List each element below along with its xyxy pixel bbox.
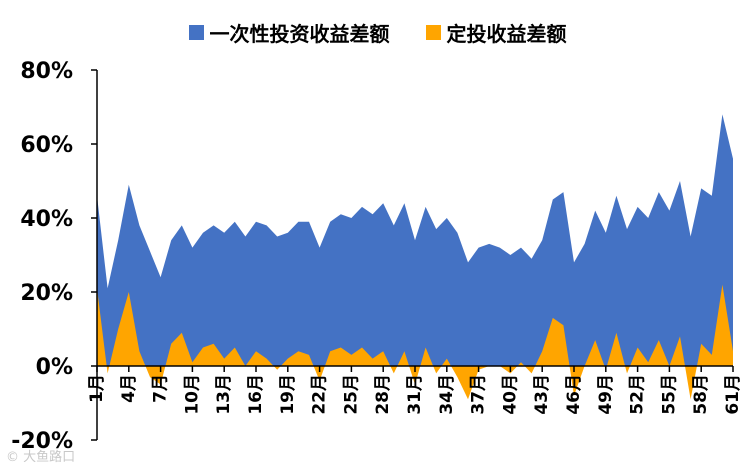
x-tick-label: 55月 <box>659 374 679 415</box>
x-tick-label: 40月 <box>500 374 520 415</box>
x-tick-label: 61月 <box>723 374 743 415</box>
x-tick-label: 37月 <box>469 374 489 415</box>
series-area-1 <box>97 114 733 367</box>
x-tick-label: 58月 <box>691 374 711 415</box>
y-tick-label: 40% <box>20 207 73 232</box>
y-tick-label: 0% <box>36 355 73 380</box>
legend-label-lumpsum: 一次性投资收益差额 <box>209 22 390 46</box>
y-tick-label: 20% <box>20 281 73 306</box>
plot-areas <box>97 114 733 400</box>
x-tick-label: 19月 <box>278 374 298 415</box>
x-tick-label: 1月 <box>87 374 107 403</box>
y-tick-label: -20% <box>11 429 73 454</box>
y-tick-label: 80% <box>20 59 73 84</box>
x-tick-label: 4月 <box>119 374 139 403</box>
legend-swatch-dca <box>425 25 441 40</box>
x-tick-label: 49月 <box>596 374 616 415</box>
legend: 一次性投资收益差额 定投收益差额 <box>0 18 755 47</box>
y-tick-labels: -20% 0% 20% 40% 60% 80% <box>11 59 97 454</box>
x-tick-label: 25月 <box>341 374 361 415</box>
x-tick-label: 22月 <box>310 374 330 415</box>
x-tick-label: 52月 <box>628 374 648 415</box>
x-tick-label: 13月 <box>214 374 234 415</box>
x-tick-label: 34月 <box>437 374 457 415</box>
x-tick-label: 46月 <box>564 374 584 415</box>
x-tick-labels: 1月 4月 7月 10月 13月 16月 19月 22月 25月 28月 31月 34月 37月 40月 4… <box>87 366 743 415</box>
x-tick-label: 28月 <box>373 374 393 415</box>
x-tick-label: 43月 <box>532 374 552 415</box>
legend-swatch-lumpsum <box>188 25 204 40</box>
legend-label-dca: 定投收益差额 <box>446 22 567 46</box>
x-tick-label: 7月 <box>151 374 171 403</box>
legend-item-dca: 定投收益差额 <box>425 18 567 47</box>
x-tick-label: 16月 <box>246 374 266 415</box>
watermark: ©︎ 大鱼路口 <box>6 450 76 465</box>
y-tick-label: 60% <box>20 133 73 158</box>
x-tick-label: 31月 <box>405 374 425 415</box>
x-tick-label: 10月 <box>182 374 202 415</box>
legend-item-lumpsum: 一次性投资收益差额 <box>188 18 390 47</box>
